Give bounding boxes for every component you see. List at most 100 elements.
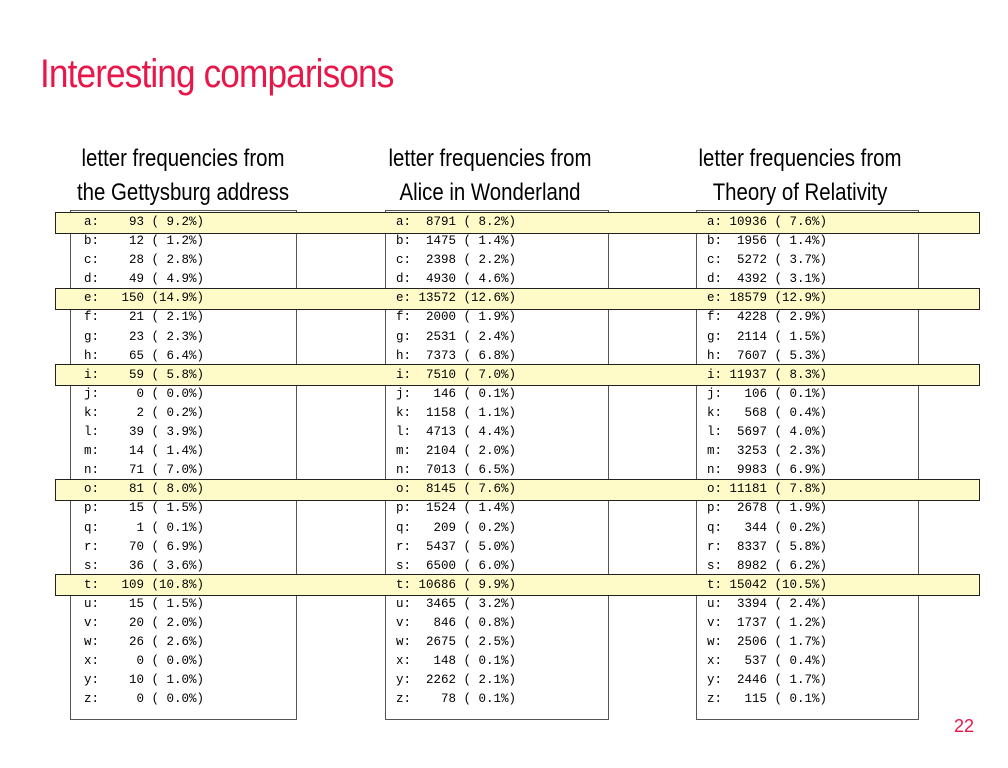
frequency-row: n: 7013 ( 6.5%) — [396, 463, 517, 478]
frequency-row: t: 10686 ( 9.9%) — [396, 577, 517, 592]
frequency-row: d: 4930 ( 4.6%) — [396, 272, 517, 287]
gettysburg-heading-line1: letter frequencies from — [81, 145, 285, 172]
frequency-row: o: 11181 ( 7.8%) — [707, 482, 828, 497]
frequency-row: z: 78 ( 0.1%) — [396, 692, 517, 707]
frequency-row: d: 4392 ( 3.1%) — [707, 272, 828, 287]
frequency-row: q: 209 ( 0.2%) — [396, 520, 517, 535]
frequency-row: v: 1737 ( 1.2%) — [707, 615, 828, 630]
alice-frequency-box — [385, 210, 609, 720]
frequency-row: a: 10936 ( 7.6%) — [707, 215, 828, 229]
frequency-row: g: 23 ( 2.3%) — [84, 329, 205, 344]
relativity-heading: letter frequencies from Theory of Relati… — [690, 142, 911, 210]
frequency-row: l: 4713 ( 4.4%) — [396, 425, 517, 440]
frequency-row: d: 49 ( 4.9%) — [84, 272, 205, 287]
frequency-row: n: 9983 ( 6.9%) — [707, 463, 828, 478]
frequency-row: g: 2531 ( 2.4%) — [396, 329, 517, 344]
frequency-row: x: 0 ( 0.0%) — [84, 654, 205, 669]
frequency-row: j: 0 ( 0.0%) — [84, 386, 205, 401]
frequency-row: s: 6500 ( 6.0%) — [396, 558, 517, 573]
frequency-row: h: 7607 ( 5.3%) — [707, 348, 828, 363]
frequency-row: w: 2675 ( 2.5%) — [396, 635, 517, 650]
frequency-row: k: 568 ( 0.4%) — [707, 405, 828, 420]
frequency-row: o: 8145 ( 7.6%) — [396, 482, 517, 497]
alice-heading-line2: Alice in Wonderland — [399, 179, 581, 206]
frequency-row: l: 5697 ( 4.0%) — [707, 425, 828, 440]
frequency-row: x: 537 ( 0.4%) — [707, 654, 828, 669]
frequency-row: f: 21 ( 2.1%) — [84, 310, 205, 325]
frequency-row: w: 26 ( 2.6%) — [84, 635, 205, 650]
frequency-row: i: 11937 ( 8.3%) — [707, 367, 828, 382]
frequency-row: g: 2114 ( 1.5%) — [707, 329, 828, 344]
frequency-row: k: 2 ( 0.2%) — [84, 405, 205, 420]
frequency-row: j: 106 ( 0.1%) — [707, 386, 828, 401]
frequency-row: e: 13572 (12.6%) — [396, 291, 517, 306]
relativity-heading-line1: letter frequencies from — [698, 145, 902, 172]
frequency-row: i: 7510 ( 7.0%) — [396, 367, 517, 382]
frequency-row: p: 2678 ( 1.9%) — [707, 501, 828, 516]
frequency-row: m: 3253 ( 2.3%) — [707, 444, 828, 459]
frequency-row: r: 8337 ( 5.8%) — [707, 539, 828, 554]
highlight-band-a — [55, 211, 980, 234]
frequency-row: o: 81 ( 8.0%) — [84, 482, 205, 497]
frequency-row: n: 71 ( 7.0%) — [84, 463, 205, 478]
frequency-row: e: 18579 (12.9%) — [707, 291, 828, 306]
highlight-band-o — [55, 478, 980, 501]
frequency-row: r: 5437 ( 5.0%) — [396, 539, 517, 554]
frequency-row: f: 4228 ( 2.9%) — [707, 310, 828, 325]
frequency-row: u: 3394 ( 2.4%) — [707, 596, 828, 611]
relativity-frequency-list: a: 10936 ( 7.6%) b: 1956 ( 1.4%) c: 5272 (… — [707, 213, 827, 709]
frequency-row: x: 148 ( 0.1%) — [396, 654, 517, 669]
relativity-frequency-box — [696, 210, 919, 720]
frequency-row: t: 15042 (10.5%) — [707, 577, 828, 592]
frequency-row: e: 150 (14.9%) — [84, 291, 205, 306]
frequency-row: u: 3465 ( 3.2%) — [396, 596, 517, 611]
frequency-row: v: 846 ( 0.8%) — [396, 615, 517, 630]
frequency-row: y: 10 ( 1.0%) — [84, 673, 205, 688]
highlight-band-i — [55, 364, 980, 387]
frequency-row: b: 1956 ( 1.4%) — [707, 234, 828, 249]
frequency-row: p: 15 ( 1.5%) — [84, 501, 205, 516]
frequency-row: k: 1158 ( 1.1%) — [396, 405, 517, 420]
frequency-row: b: 12 ( 1.2%) — [84, 234, 205, 249]
alice-heading: letter frequencies from Alice in Wonderl… — [380, 142, 601, 210]
frequency-row: z: 115 ( 0.1%) — [707, 692, 828, 707]
frequency-row: a: 93 ( 9.2%) — [84, 215, 205, 229]
highlight-band-t — [55, 574, 980, 597]
frequency-row: s: 8982 ( 6.2%) — [707, 558, 828, 573]
frequency-row: h: 7373 ( 6.8%) — [396, 348, 517, 363]
frequency-row: m: 2104 ( 2.0%) — [396, 444, 517, 459]
frequency-row: y: 2262 ( 2.1%) — [396, 673, 517, 688]
alice-heading-line1: letter frequencies from — [388, 145, 592, 172]
frequency-row: v: 20 ( 2.0%) — [84, 615, 205, 630]
gettysburg-heading: letter frequencies from the Gettysburg a… — [73, 142, 294, 210]
frequency-row: r: 70 ( 6.9%) — [84, 539, 205, 554]
frequency-row: u: 15 ( 1.5%) — [84, 596, 205, 611]
frequency-row: t: 109 (10.8%) — [84, 577, 205, 592]
frequency-row: h: 65 ( 6.4%) — [84, 348, 205, 363]
slide-number: 22 — [953, 716, 974, 736]
frequency-row: q: 344 ( 0.2%) — [707, 520, 828, 535]
relativity-heading-line2: Theory of Relativity — [712, 179, 888, 206]
gettysburg-heading-line2: the Gettysburg address — [76, 179, 290, 206]
frequency-row: l: 39 ( 3.9%) — [84, 425, 205, 440]
frequency-row: z: 0 ( 0.0%) — [84, 692, 205, 707]
frequency-row: s: 36 ( 3.6%) — [84, 558, 205, 573]
gettysburg-frequency-list: a: 93 ( 9.2%) b: 12 ( 1.2%) c: 28 ( 2.8%) d… — [84, 213, 204, 709]
frequency-row: i: 59 ( 5.8%) — [84, 367, 205, 382]
frequency-row: w: 2506 ( 1.7%) — [707, 635, 828, 650]
frequency-row: b: 1475 ( 1.4%) — [396, 234, 517, 249]
frequency-row: p: 1524 ( 1.4%) — [396, 501, 517, 516]
frequency-row: y: 2446 ( 1.7%) — [707, 673, 828, 688]
frequency-row: q: 1 ( 0.1%) — [84, 520, 205, 535]
alice-frequency-list: a: 8791 ( 8.2%) b: 1475 ( 1.4%) c: 2398 ( … — [396, 213, 516, 709]
frequency-row: a: 8791 ( 8.2%) — [396, 215, 517, 229]
highlight-band-e — [55, 287, 980, 310]
frequency-row: c: 5272 ( 3.7%) — [707, 253, 828, 268]
gettysburg-frequency-box — [70, 210, 297, 720]
frequency-row: j: 146 ( 0.1%) — [396, 386, 517, 401]
frequency-row: c: 2398 ( 2.2%) — [396, 253, 517, 268]
frequency-row: m: 14 ( 1.4%) — [84, 444, 205, 459]
frequency-row: f: 2000 ( 1.9%) — [396, 310, 517, 325]
frequency-row: c: 28 ( 2.8%) — [84, 253, 205, 268]
slide-title: Interesting comparisons — [40, 52, 394, 96]
